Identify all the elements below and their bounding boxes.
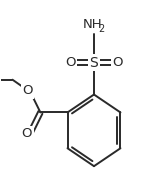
Text: O: O (112, 56, 123, 69)
Text: O: O (65, 56, 76, 69)
Text: O: O (22, 127, 32, 140)
Text: O: O (22, 85, 33, 97)
Text: NH: NH (83, 19, 102, 31)
Text: 2: 2 (98, 24, 104, 33)
Text: S: S (90, 56, 98, 70)
